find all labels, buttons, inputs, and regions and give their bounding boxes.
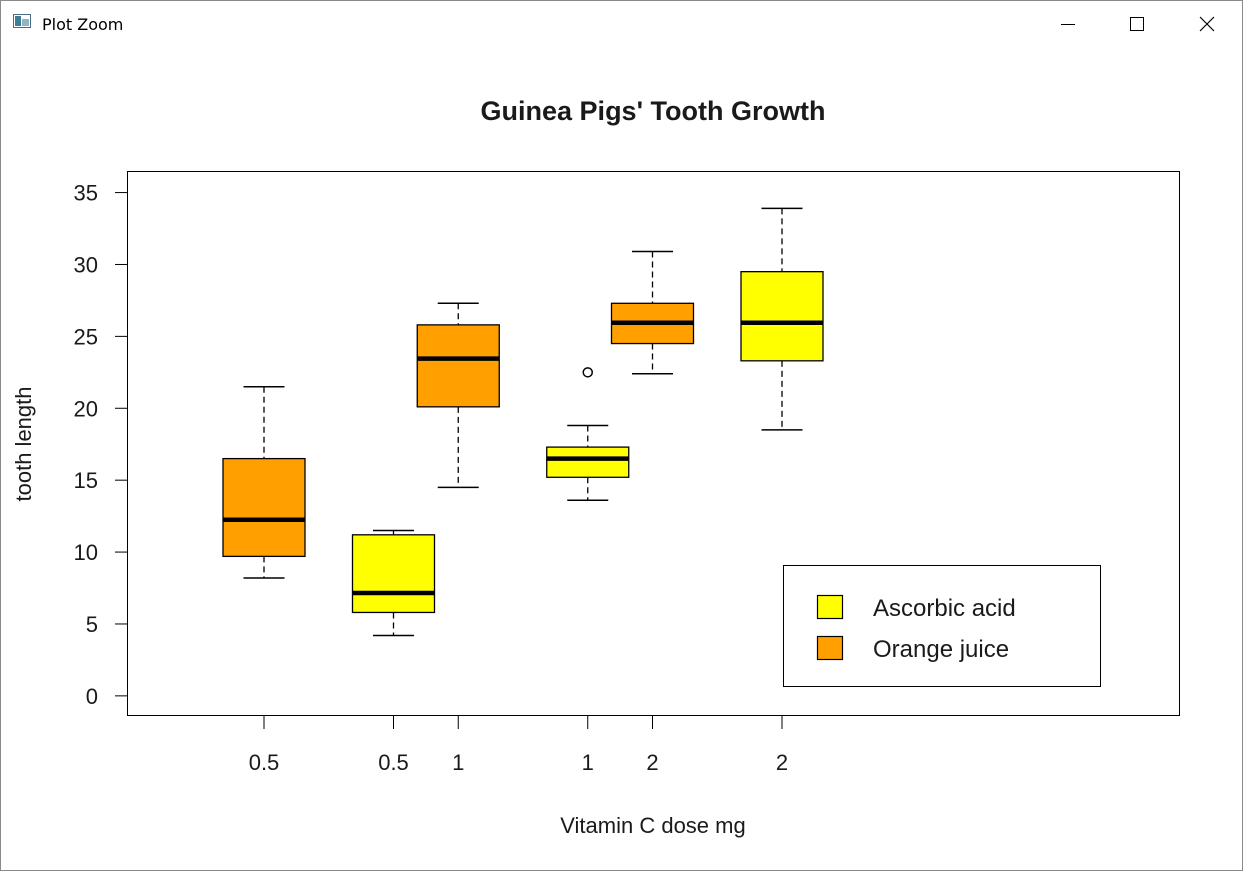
box-iqr <box>416 324 500 408</box>
box-iqr <box>351 534 436 614</box>
box-group <box>546 367 630 502</box>
outlier-point <box>582 367 593 378</box>
maximize-icon <box>1130 17 1144 31</box>
x-tick-label: 2 <box>646 750 658 775</box>
y-tick-label: 0 <box>86 684 98 709</box>
minimize-button[interactable] <box>1033 1 1103 47</box>
y-tick-label: 20 <box>74 396 98 421</box>
y-axis-label: tooth length <box>11 387 36 502</box>
y-tick-label: 25 <box>74 324 98 349</box>
legend-frame <box>783 565 1101 687</box>
y-tick-label: 10 <box>74 540 98 565</box>
boxes <box>222 207 824 637</box>
maximize-button[interactable] <box>1102 1 1172 47</box>
legend-swatch <box>816 594 844 620</box>
x-tick-label: 1 <box>452 750 464 775</box>
plot-window-icon <box>13 14 31 28</box>
legend: Ascorbic acid Orange juice <box>783 565 1101 687</box>
box-iqr <box>222 457 306 558</box>
box-group <box>610 250 695 375</box>
legend-label: Ascorbic acid <box>873 595 1016 622</box>
x-tick-label: 2 <box>776 750 788 775</box>
minimize-icon <box>1061 24 1075 25</box>
y-axis: 0 5 10 15 20 25 30 35 <box>74 181 128 709</box>
window-title: Plot Zoom <box>42 15 124 34</box>
x-tick-label: 1 <box>582 750 594 775</box>
y-tick-label: 30 <box>74 252 98 277</box>
box-group <box>740 207 824 431</box>
y-tick-label: 35 <box>74 181 98 206</box>
x-tick-label: 0.5 <box>249 750 280 775</box>
title-bar[interactable]: Plot Zoom <box>1 1 1242 47</box>
x-axis: 0.5 0.5 1 1 2 2 <box>249 715 788 775</box>
box-group <box>351 529 436 637</box>
box-iqr <box>546 446 630 478</box>
legend-swatch <box>816 635 844 661</box>
box-group <box>222 385 306 579</box>
close-icon <box>1199 16 1215 32</box>
box-iqr <box>740 271 824 362</box>
y-tick-label: 5 <box>86 612 98 637</box>
y-tick-label: 15 <box>74 468 98 493</box>
close-button[interactable] <box>1172 1 1242 47</box>
chart-title: Guinea Pigs' Tooth Growth <box>481 96 826 126</box>
x-tick-label: 0.5 <box>378 750 409 775</box>
x-axis-label: Vitamin C dose mg <box>560 813 745 838</box>
box-group <box>416 302 500 489</box>
legend-label: Orange juice <box>873 636 1009 663</box>
